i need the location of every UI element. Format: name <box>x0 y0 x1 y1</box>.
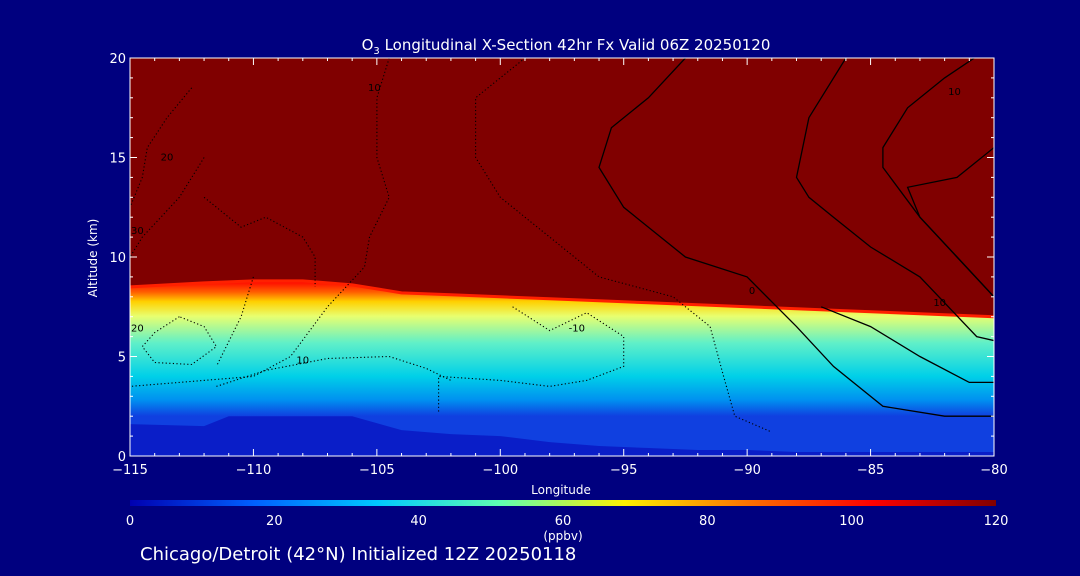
y-axis-label: Altitude (km) <box>86 219 100 298</box>
contour-line-8 <box>141 316 218 366</box>
colorbar-ticks: 0 20 40 60 80 100 120 <box>126 514 1009 529</box>
colorbar-tick-label: 80 <box>699 514 716 529</box>
contour-label-5: 10 <box>368 83 381 94</box>
contour-label-2: 10 <box>948 87 961 98</box>
contour-layer: 0 10 10 10 20 30 20 10 -10 <box>130 58 994 433</box>
colorbar-tick-label: 60 <box>555 514 572 529</box>
y-tick-label: 20 <box>109 52 126 67</box>
x-tick-label: −80 <box>980 463 1007 478</box>
x-tick-label: −115 <box>112 463 148 478</box>
y-tick-label: 5 <box>118 351 126 366</box>
x-tick-label: −100 <box>482 463 518 478</box>
x-tick-label: −110 <box>236 463 272 478</box>
contour-label-0: 0 <box>749 286 755 297</box>
y-tick-label: 0 <box>118 450 126 465</box>
stratosphere-region <box>130 58 994 317</box>
colorbar-tick-label: 120 <box>984 514 1009 529</box>
y-axis: 0 5 10 15 20 <box>109 52 994 465</box>
contour-line-13 <box>203 196 316 287</box>
colorbar-tick-label: 0 <box>126 514 134 529</box>
colorbar: 0 20 40 60 80 100 120 (ppbv) <box>126 500 1009 543</box>
colorbar-label: (ppbv) <box>543 529 582 543</box>
contour-line-5 <box>130 58 390 387</box>
contour-label-8: 20 <box>131 324 144 335</box>
x-tick-label: −85 <box>857 463 884 478</box>
contour-label-6: 20 <box>161 153 174 164</box>
contour-line-4 <box>820 306 994 384</box>
contour-label-9: 10 <box>296 355 309 366</box>
colorbar-gradient <box>130 500 996 506</box>
x-tick-label: −90 <box>733 463 760 478</box>
surface-low-ozone-layer <box>130 416 994 456</box>
contour-line-3 <box>906 147 994 298</box>
contour-line-9 <box>216 355 452 387</box>
colorbar-tick-label: 100 <box>839 514 864 529</box>
footer-station-label: Chicago/Detroit (42°N) Initialized 12Z 2… <box>140 544 576 565</box>
contour-label-1: 10 <box>933 298 946 309</box>
contour-label-10: -10 <box>569 324 585 335</box>
x-axis: −115 −110 −105 −100 −95 −90 −85 −80 <box>112 58 1008 478</box>
x-axis-label: Longitude <box>531 483 591 497</box>
x-tick-label: −105 <box>359 463 395 478</box>
contour-line-1 <box>795 58 994 342</box>
chart-title: O3 Longitudinal X-Section 42hr Fx Valid … <box>362 36 771 57</box>
colorbar-tick-label: 40 <box>410 514 427 529</box>
contour-label-7: 30 <box>131 226 144 237</box>
tropopause-edge <box>130 279 994 319</box>
plot-area <box>130 58 994 456</box>
y-tick-label: 10 <box>109 251 126 266</box>
contour-line-6 <box>130 87 193 208</box>
contour-line-0 <box>598 58 994 417</box>
x-tick-label: −95 <box>610 463 637 478</box>
y-tick-label: 15 <box>109 152 126 167</box>
colorbar-tick-label: 20 <box>266 514 283 529</box>
